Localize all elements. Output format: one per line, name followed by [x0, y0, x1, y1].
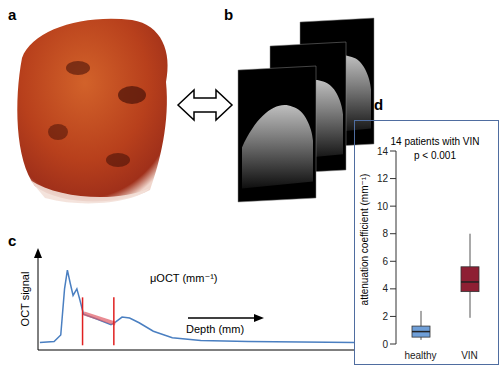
html-text:p < 0.001: p < 0.001	[414, 150, 456, 161]
svg-text:14: 14	[377, 146, 389, 157]
svg-text:2: 2	[382, 311, 388, 322]
html-text:OCT signal: OCT signal	[19, 271, 31, 327]
html-text:d: d	[374, 96, 384, 113]
svg-text:6: 6	[382, 256, 388, 267]
html-text:b: b	[224, 6, 234, 23]
html-text:attenuation coefficient (mm⁻¹): attenuation coefficient (mm⁻¹)	[358, 173, 370, 306]
html-text:μOCT (mm⁻¹): μOCT (mm⁻¹)	[150, 272, 218, 284]
svg-text:10: 10	[377, 201, 389, 212]
svg-text:healthy: healthy	[404, 350, 436, 361]
svg-text:VIN: VIN	[461, 350, 478, 361]
html-text:c: c	[8, 232, 17, 249]
html-text:Depth (mm): Depth (mm)	[186, 323, 245, 335]
svg-text:12: 12	[377, 173, 389, 184]
svg-text:0: 0	[382, 339, 388, 350]
html-text:14 patients with VIN: 14 patients with VIN	[390, 136, 480, 147]
svg-text:4: 4	[382, 283, 388, 294]
svg-text:8: 8	[382, 228, 388, 239]
html-text:a: a	[8, 6, 17, 23]
